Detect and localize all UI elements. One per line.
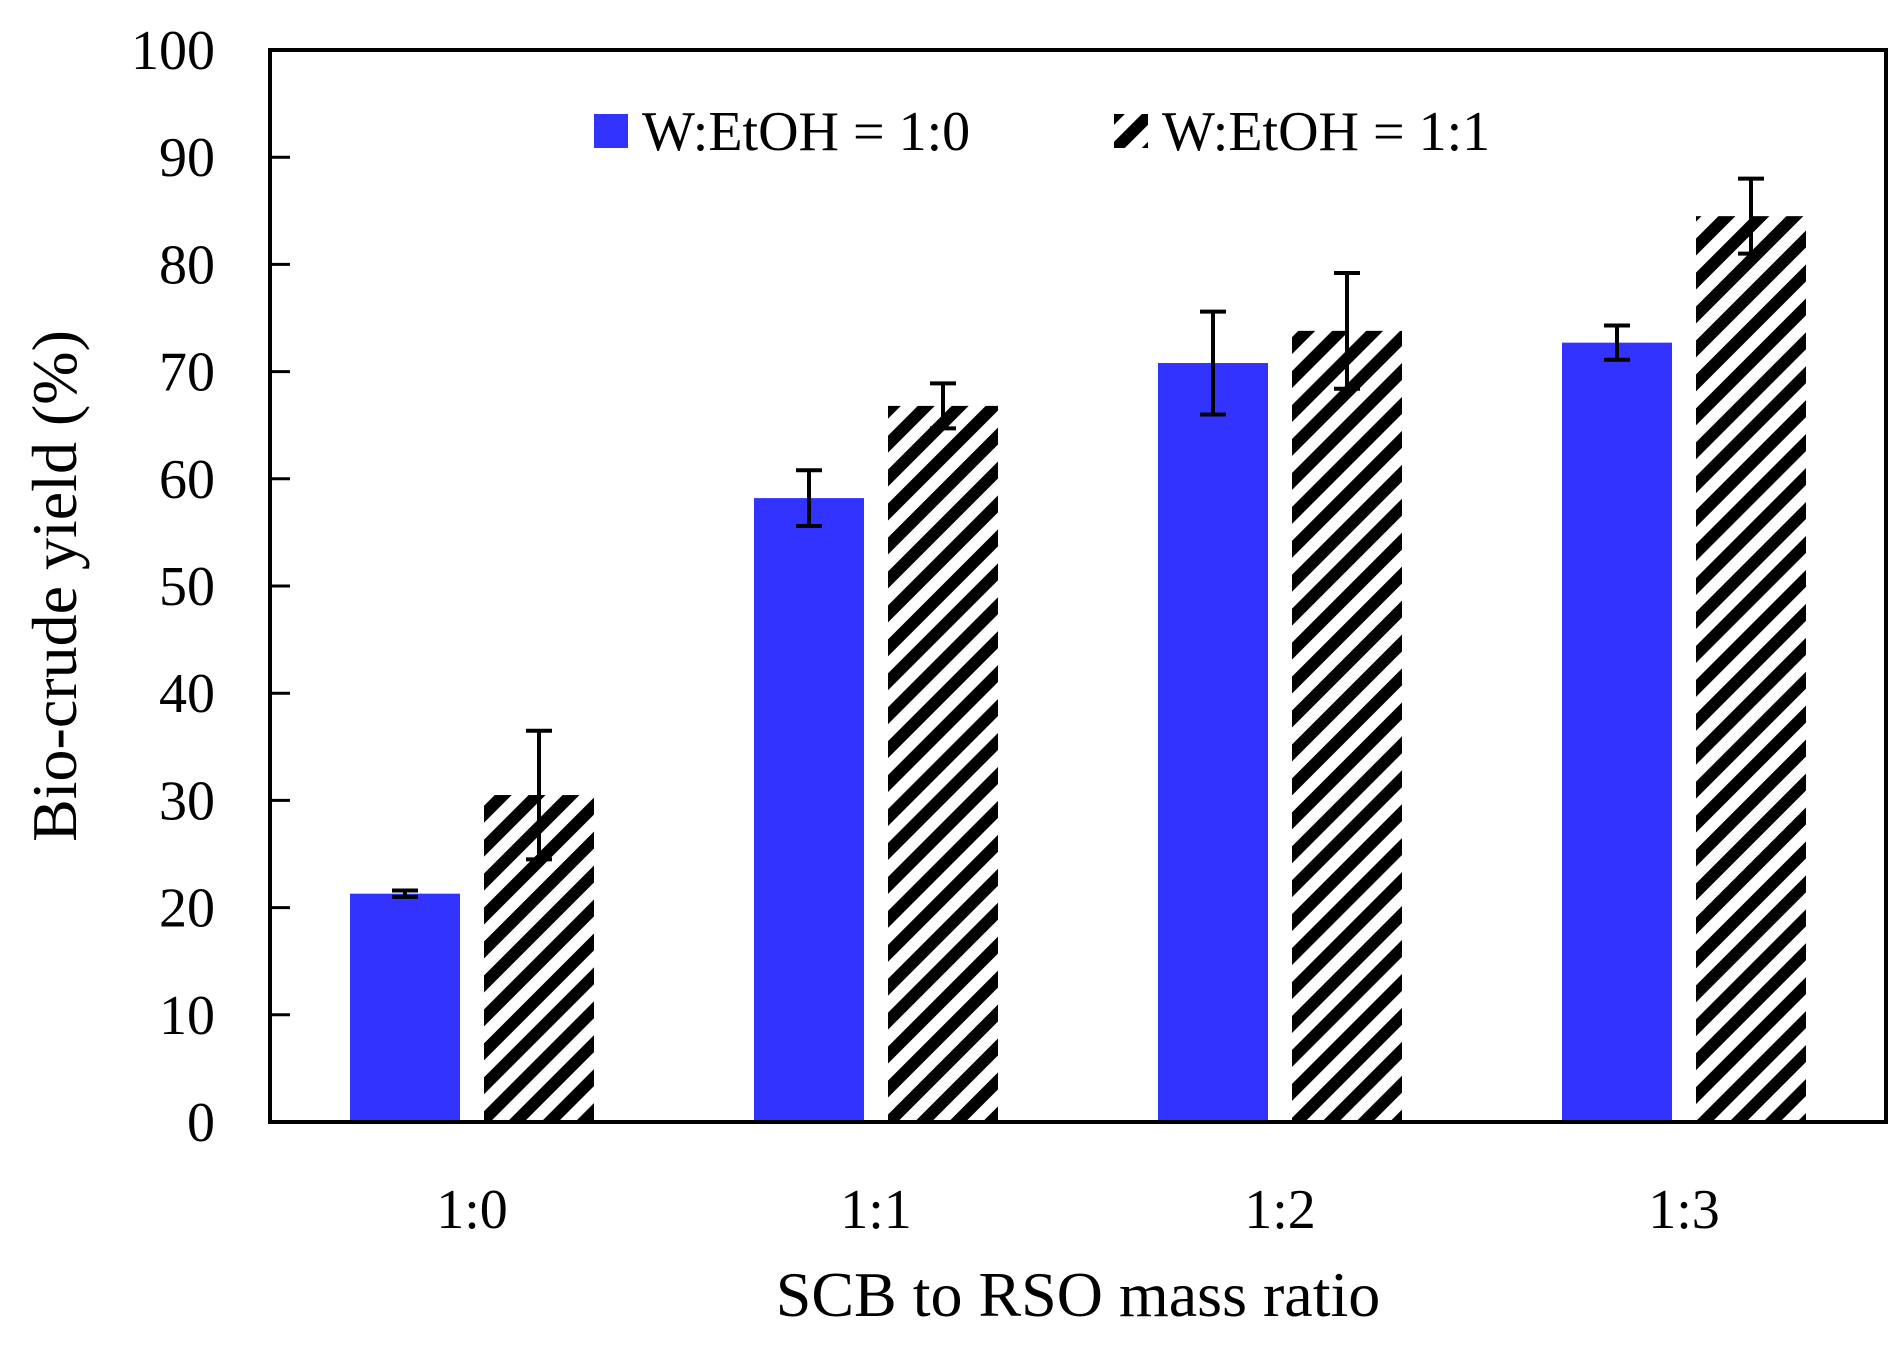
y-axis: 0 10 20 30 40 50 60 70 80 90 100 xyxy=(131,20,290,1154)
x-tick-label: 1:1 xyxy=(840,1179,912,1241)
bar-series-1 xyxy=(1562,342,1672,1122)
y-axis-title: Bio-crude yield (%) xyxy=(19,330,90,842)
x-tick-label: 1:2 xyxy=(1244,1179,1316,1241)
legend-label-series-2: W:EtOH = 1:1 xyxy=(1162,101,1490,163)
bar-series-1 xyxy=(1158,363,1268,1122)
legend-swatch-solid xyxy=(594,114,628,148)
x-tick-label: 1:0 xyxy=(436,1179,508,1241)
bars-layer xyxy=(350,216,1806,1122)
error-bars-layer xyxy=(392,176,1764,899)
bar-series-2 xyxy=(1292,330,1402,1122)
bar-series-2 xyxy=(888,405,998,1122)
x-tick-label: 1:3 xyxy=(1648,1179,1720,1241)
y-tick-label: 30 xyxy=(159,770,215,832)
y-tick-label: 20 xyxy=(159,878,215,940)
bar-series-1 xyxy=(350,893,460,1122)
legend-swatch-hatched xyxy=(1114,114,1148,148)
legend: W:EtOH = 1:0 W:EtOH = 1:1 xyxy=(594,101,1490,163)
bar-series-1 xyxy=(754,498,864,1122)
y-tick-label: 40 xyxy=(159,663,215,725)
x-axis-title: SCB to RSO mass ratio xyxy=(776,1259,1381,1330)
bar-series-2 xyxy=(1696,216,1806,1122)
y-tick-label: 60 xyxy=(159,449,215,511)
legend-label-series-1: W:EtOH = 1:0 xyxy=(642,101,970,163)
y-tick-label: 100 xyxy=(131,20,215,82)
x-axis: 1:0 1:1 1:2 1:3 xyxy=(436,1179,1720,1241)
y-tick-label: 0 xyxy=(187,1092,215,1154)
y-tick-label: 80 xyxy=(159,234,215,296)
y-tick-label: 10 xyxy=(159,985,215,1047)
y-tick-label: 90 xyxy=(159,127,215,189)
y-tick-label: 50 xyxy=(159,556,215,618)
y-tick-label: 70 xyxy=(159,342,215,404)
